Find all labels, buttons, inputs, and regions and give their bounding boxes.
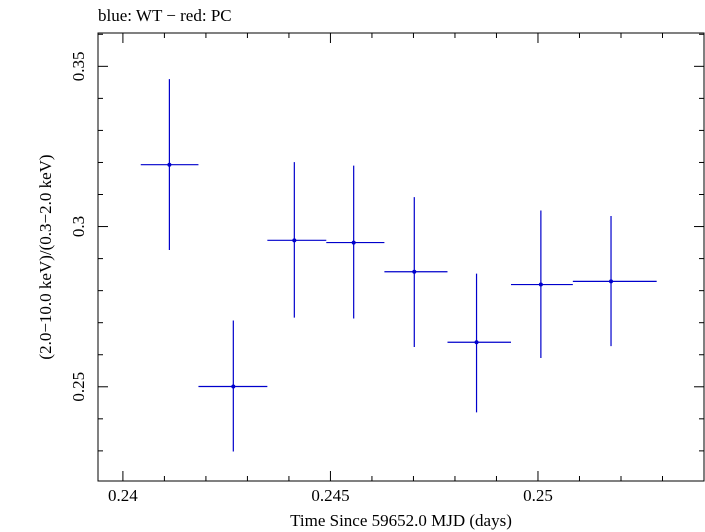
point-marker <box>538 282 543 287</box>
data-point <box>267 162 327 318</box>
x-axis-label: Time Since 59652.0 MJD (days) <box>290 511 512 530</box>
plot-frame <box>97 32 705 482</box>
x-tick-label: 0.25 <box>523 486 553 505</box>
point-marker <box>609 279 614 284</box>
y-axis-label: (2.0−10.0 keV)/(0.3−2.0 keV) <box>36 154 55 359</box>
point-marker <box>351 240 356 245</box>
y-tick-label: 0.25 <box>69 372 88 402</box>
data-point <box>198 320 268 452</box>
data-point <box>140 79 199 250</box>
y-tick-label: 0.35 <box>69 51 88 81</box>
data-point <box>572 215 657 347</box>
point-marker <box>231 384 236 389</box>
chart-title: blue: WT − red: PC <box>98 6 232 25</box>
x-tick-label: 0.245 <box>311 486 349 505</box>
point-marker <box>167 162 172 167</box>
data-series-wt <box>140 79 657 452</box>
y-tick-label: 0.3 <box>69 216 88 237</box>
axis-tick-labels: 0.24 0.245 0.25 0.25 0.3 0.35 <box>69 51 553 505</box>
data-point <box>384 197 448 348</box>
point-marker <box>474 340 479 345</box>
point-marker <box>292 238 297 243</box>
data-point <box>326 165 385 319</box>
x-tick-label: 0.24 <box>108 486 138 505</box>
data-point <box>510 210 573 358</box>
point-marker <box>412 269 417 274</box>
axis-ticks <box>98 33 705 481</box>
data-point <box>447 273 511 413</box>
